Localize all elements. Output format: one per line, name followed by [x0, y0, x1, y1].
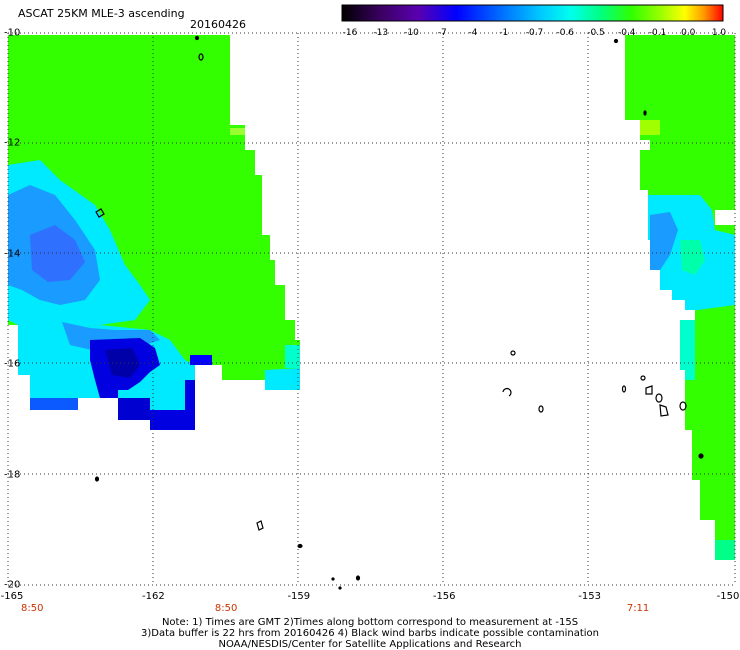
map-title: ASCAT 25KM MLE-3 ascending	[18, 8, 185, 19]
map-date: 20160426	[190, 19, 246, 30]
pass-time-label: 8:50	[215, 603, 237, 614]
island	[339, 587, 341, 589]
colorbar-label: -1	[499, 28, 508, 39]
swath-west	[8, 35, 300, 430]
colorbar-label: 1.0	[712, 28, 726, 39]
island	[357, 576, 360, 580]
island	[196, 37, 199, 40]
island	[539, 406, 543, 412]
island	[644, 111, 646, 115]
island	[641, 376, 645, 380]
colorbar	[342, 5, 723, 21]
colorbar-label: -0.1	[649, 28, 667, 39]
island	[298, 545, 302, 548]
island	[257, 521, 263, 530]
pass-time-label: 7:11	[627, 603, 649, 614]
island	[503, 389, 511, 396]
latitude-tick: -14	[4, 248, 20, 259]
island	[660, 405, 668, 416]
colorbar-label: -10	[404, 28, 419, 39]
island	[623, 386, 626, 392]
colorbar-label: -7	[438, 28, 447, 39]
longitude-tick: -156	[433, 591, 456, 602]
latitude-tick: -10	[4, 28, 20, 39]
island	[656, 394, 662, 402]
island	[646, 386, 652, 394]
island	[511, 351, 515, 355]
footer-note-line2: 3)Data buffer is 22 hrs from 20160426 4)…	[0, 628, 740, 639]
colorbar-label: -0.7	[526, 28, 544, 39]
longitude-tick: -165	[1, 591, 24, 602]
longitude-tick: -162	[142, 591, 165, 602]
island	[332, 578, 334, 580]
island	[699, 454, 703, 458]
pass-time-label: 8:50	[21, 603, 43, 614]
colorbar-label: -13	[373, 28, 388, 39]
latitude-tick: -20	[4, 580, 20, 591]
island	[615, 40, 618, 43]
colorbar-label: 0.0	[681, 28, 695, 39]
colorbar-label: -0.4	[618, 28, 636, 39]
footer-note-line1: Note: 1) Times are GMT 2)Times along bot…	[0, 617, 740, 628]
colorbar-label: -0.5	[587, 28, 605, 39]
footer-credit: NOAA/NESDIS/Center for Satellite Applica…	[0, 639, 740, 650]
longitude-tick: -159	[287, 591, 310, 602]
swath-east	[625, 35, 735, 560]
colorbar-label: -4	[469, 28, 478, 39]
latitude-tick: -12	[4, 138, 20, 149]
longitude-tick: -153	[578, 591, 601, 602]
latitude-tick: -16	[4, 359, 20, 370]
longitude-tick: -150	[717, 591, 740, 602]
latitude-tick: -18	[4, 469, 20, 480]
colorbar-label: -0.6	[556, 28, 574, 39]
colorbar-label: -16	[343, 28, 358, 39]
island	[96, 477, 99, 481]
